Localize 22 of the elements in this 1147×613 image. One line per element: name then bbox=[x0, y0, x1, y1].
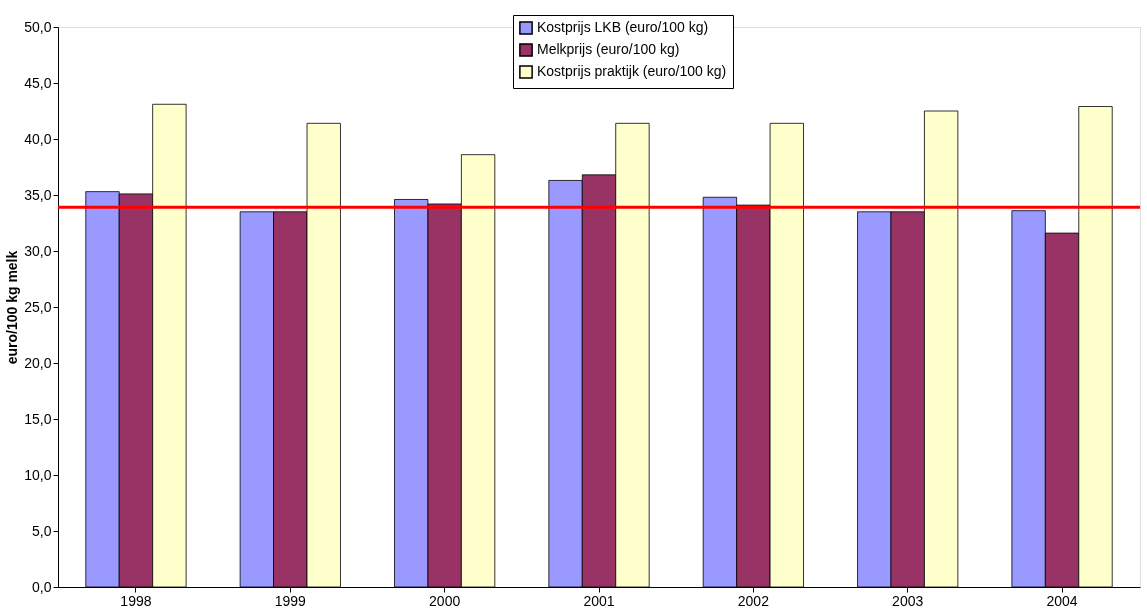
y-axis-title: euro/100 kg melk bbox=[4, 250, 21, 365]
y-tick-label: 0,0 bbox=[32, 578, 52, 595]
x-tick-label: 2000 bbox=[429, 592, 461, 609]
y-tick-label: 25,0 bbox=[24, 298, 52, 315]
x-tick-label: 2004 bbox=[1046, 592, 1078, 609]
y-tick-label: 35,0 bbox=[24, 186, 52, 203]
legend-label: Melkprijs (euro/100 kg) bbox=[537, 41, 680, 57]
x-tick-label: 2003 bbox=[892, 592, 924, 609]
y-tick-label: 20,0 bbox=[24, 354, 52, 371]
y-tick-label: 10,0 bbox=[24, 466, 52, 483]
y-tick-label: 5,0 bbox=[32, 522, 52, 539]
y-tick-label: 30,0 bbox=[24, 242, 52, 259]
x-tick-label: 2002 bbox=[737, 592, 770, 609]
legend-label: Kostprijs LKB (euro/100 kg) bbox=[537, 19, 709, 35]
x-tick-label: 1999 bbox=[274, 592, 307, 609]
x-tick-label: 1998 bbox=[120, 592, 152, 609]
x-tick-label: 2001 bbox=[583, 592, 615, 609]
y-tick-label: 15,0 bbox=[24, 410, 52, 427]
y-tick-label: 50,0 bbox=[24, 18, 52, 35]
legend-label: Kostprijs praktijk (euro/100 kg) bbox=[537, 63, 727, 79]
y-tick-label: 40,0 bbox=[24, 130, 52, 147]
y-tick-label: 45,0 bbox=[24, 74, 52, 91]
